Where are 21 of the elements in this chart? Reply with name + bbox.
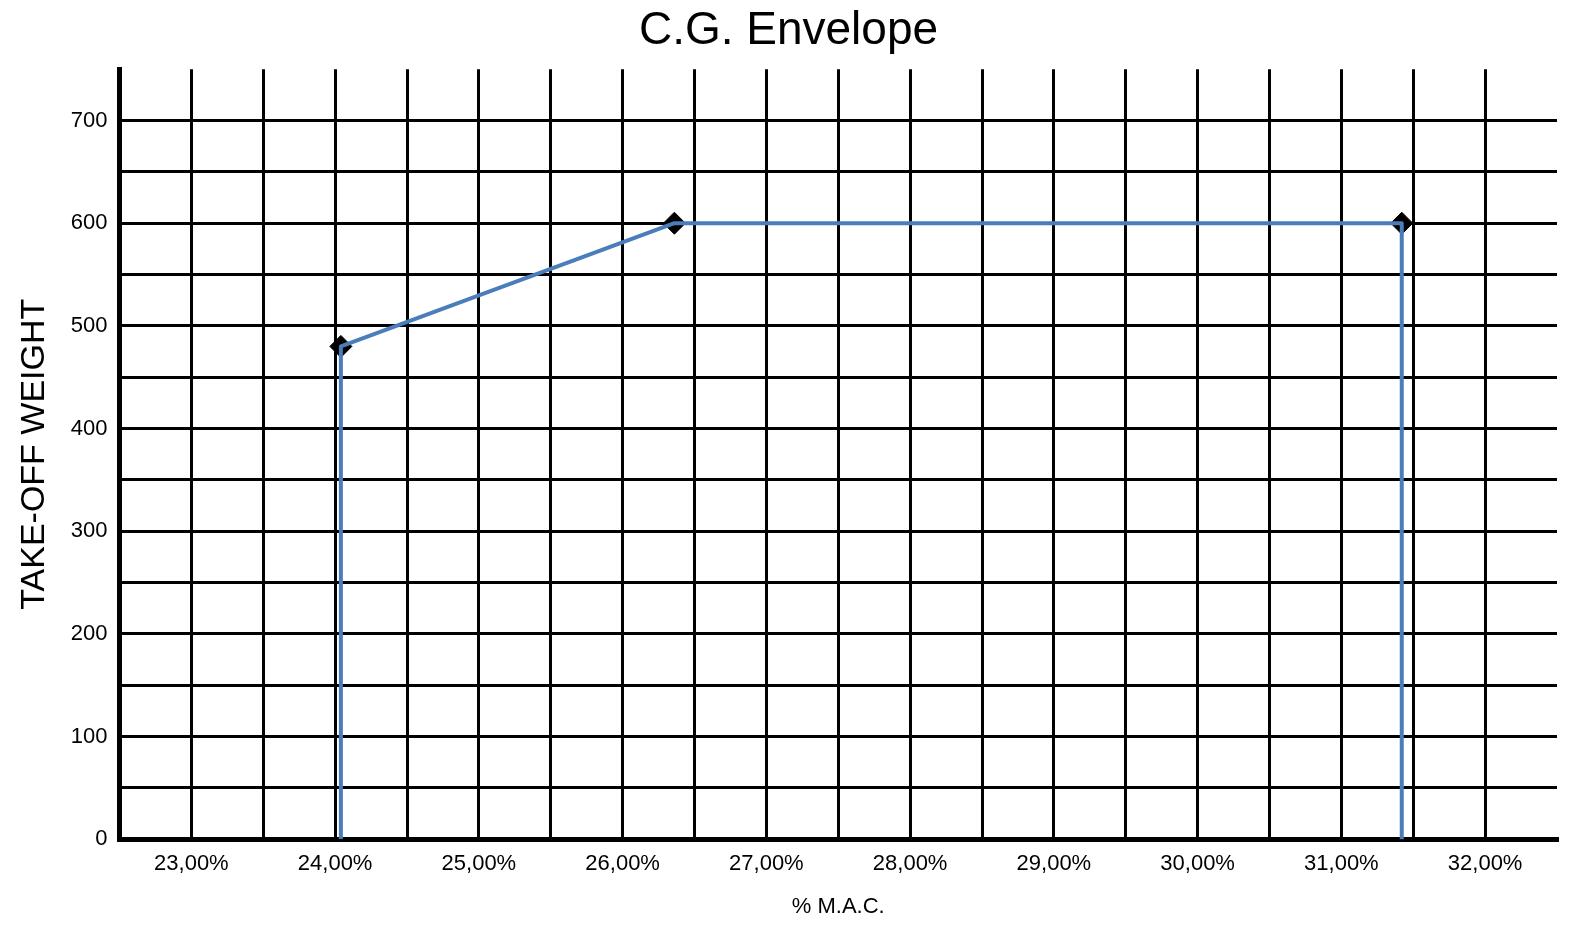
- x-tick-label: 31,00%: [1304, 850, 1379, 876]
- x-tick-label: 27,00%: [729, 850, 804, 876]
- x-tick-label: 25,00%: [441, 850, 517, 876]
- y-tick-label: 600: [70, 209, 108, 235]
- x-tick-label: 28,00%: [872, 850, 948, 876]
- x-tick-label: 30,00%: [1160, 850, 1235, 876]
- x-tick-label: 26,00%: [585, 850, 660, 876]
- x-tick-label: 32,00%: [1447, 850, 1523, 876]
- y-tick-label: 300: [70, 517, 108, 543]
- y-tick-label: 200: [70, 619, 108, 645]
- chart-title: C.G. Envelope: [638, 2, 939, 55]
- x-tick-label: 23,00%: [154, 850, 229, 876]
- x-tick-label: 29,00%: [1016, 850, 1092, 876]
- y-tick-label: 400: [70, 414, 108, 440]
- y-tick-label: 700: [70, 106, 108, 132]
- y-tick-label: 100: [70, 722, 108, 748]
- y-axis-title: TAKE-OFF WEIGHT: [12, 298, 51, 610]
- y-tick-label: 500: [70, 311, 108, 337]
- y-tick-label: 0: [95, 825, 108, 851]
- x-tick-label: 24,00%: [297, 850, 373, 876]
- x-axis-title: % M.A.C.: [791, 892, 885, 918]
